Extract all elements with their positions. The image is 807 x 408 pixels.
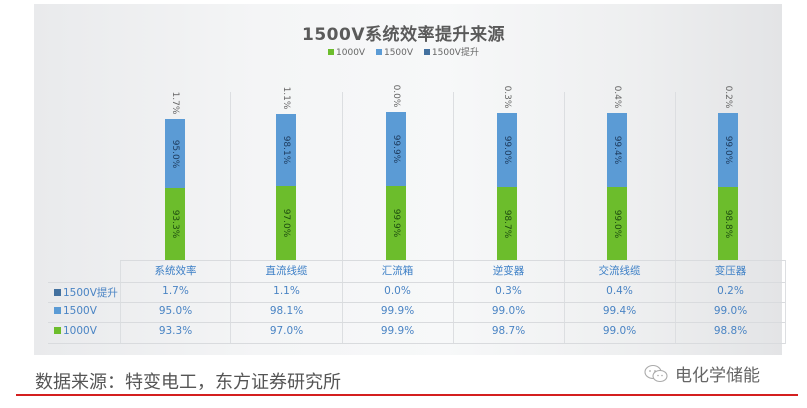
table-line (120, 260, 785, 261)
table-line (48, 322, 785, 323)
bar-gain-label: 0.3% (502, 85, 512, 109)
category-label: 系统效率 (154, 265, 197, 277)
grid-line (453, 92, 454, 344)
table-cell: 99.0% (713, 305, 748, 317)
row-swatch-icon (54, 289, 61, 296)
grid-line (342, 92, 343, 344)
bar-segment-1000v: 99.9% (386, 186, 406, 260)
table-cell: 98.7% (491, 325, 526, 337)
wechat-icon (644, 364, 668, 382)
table-line (48, 302, 785, 303)
table-cell: 93.3% (158, 325, 193, 337)
table-cell: 0.0% (384, 285, 411, 297)
table-cell: 99.4% (602, 305, 637, 317)
bar-value-label: 99.0% (612, 209, 622, 238)
chart-legend: 1000V 1500V 1500V提升 (0, 45, 807, 58)
table-row-header-1000v: 1000V (54, 325, 97, 337)
table-cell: 1.1% (273, 285, 300, 297)
bar-gain-label: 1.7% (170, 91, 180, 115)
bar-value-label: 98.8% (723, 209, 733, 238)
category-label: 汇流箱 (381, 265, 414, 277)
grid-line (564, 92, 565, 344)
bar-value-label: 97.0% (281, 208, 291, 238)
bar-segment-1500v: 98.1% (276, 114, 296, 186)
table-cell: 98.1% (269, 305, 304, 317)
bar-segment-1500v: 99.9% (386, 112, 406, 186)
bar-segment-1500v: 99.4% (607, 113, 627, 187)
bar-value-label: 99.4% (612, 135, 622, 165)
table-cell: 1.7% (162, 285, 189, 297)
bar-value-label: 99.9% (391, 134, 401, 164)
table-row-header-1500v: 1500V (54, 305, 97, 317)
table-cell: 99.0% (602, 325, 637, 337)
category-label: 逆变器 (492, 265, 525, 277)
bar-value-label: 93.3% (170, 209, 180, 239)
table-cell: 99.0% (491, 305, 526, 317)
table-row-header-1500v-gain: 1500V提升 (54, 285, 118, 300)
bar-segment-1500v: 99.0% (718, 113, 738, 187)
bar-segment-1000v: 97.0% (276, 186, 296, 260)
row-swatch-icon (54, 307, 61, 314)
bar-value-label: 98.7% (502, 209, 512, 238)
bar-segment-1500v: 95.0% (165, 119, 185, 188)
bar-gain-label: 0.0% (391, 84, 401, 108)
bar-segment-1500v: 99.0% (497, 113, 517, 187)
table-line (48, 282, 785, 283)
bar-gain-label: 1.1% (281, 86, 291, 110)
category-label: 交流线缆 (598, 265, 641, 277)
chart-panel (34, 4, 782, 355)
bar-gain-label: 0.2% (723, 85, 733, 109)
bar-segment-1000v: 99.0% (607, 187, 627, 260)
legend-swatch-icon (375, 49, 382, 55)
grid-line (785, 260, 786, 344)
legend-swatch-icon (423, 49, 430, 55)
bar-value-label: 99.0% (502, 135, 512, 165)
legend-item-1000v: 1000V (328, 48, 365, 58)
category-label: 变压器 (714, 265, 747, 277)
grid-line (675, 92, 676, 344)
footer-divider (16, 394, 798, 396)
table-cell: 98.8% (713, 325, 748, 337)
legend-item-1500v-gain: 1500V提升 (423, 45, 479, 58)
table-cell: 0.2% (717, 285, 744, 297)
legend-item-1500v: 1500V (375, 48, 413, 58)
bar-value-label: 95.0% (170, 139, 180, 168)
bar-value-label: 99.9% (391, 208, 401, 238)
legend-swatch-icon (328, 49, 335, 55)
table-line (48, 343, 785, 344)
bar-value-label: 98.1% (281, 135, 291, 165)
grid-line (230, 92, 231, 344)
table-cell: 0.4% (606, 285, 633, 297)
bar-gain-label: 0.4% (612, 85, 622, 109)
brand-watermark: 电化学储能 (643, 361, 760, 386)
source-note: 数据来源：特变电工，东方证券研究所 (35, 372, 341, 393)
row-swatch-icon (54, 327, 61, 334)
table-cell: 99.9% (380, 325, 415, 337)
table-cell: 0.3% (495, 285, 522, 297)
bar-segment-1000v: 98.8% (718, 187, 738, 260)
table-cell: 99.9% (380, 305, 415, 317)
bar-segment-1000v: 93.3% (165, 188, 185, 260)
category-label: 直流线缆 (265, 265, 308, 277)
chart-title: 1500V系统效率提升来源 (302, 25, 505, 45)
bar-segment-1000v: 98.7% (497, 187, 517, 260)
bar-value-label: 99.0% (723, 135, 733, 165)
table-cell: 97.0% (269, 325, 304, 337)
table-cell: 95.0% (158, 305, 193, 317)
